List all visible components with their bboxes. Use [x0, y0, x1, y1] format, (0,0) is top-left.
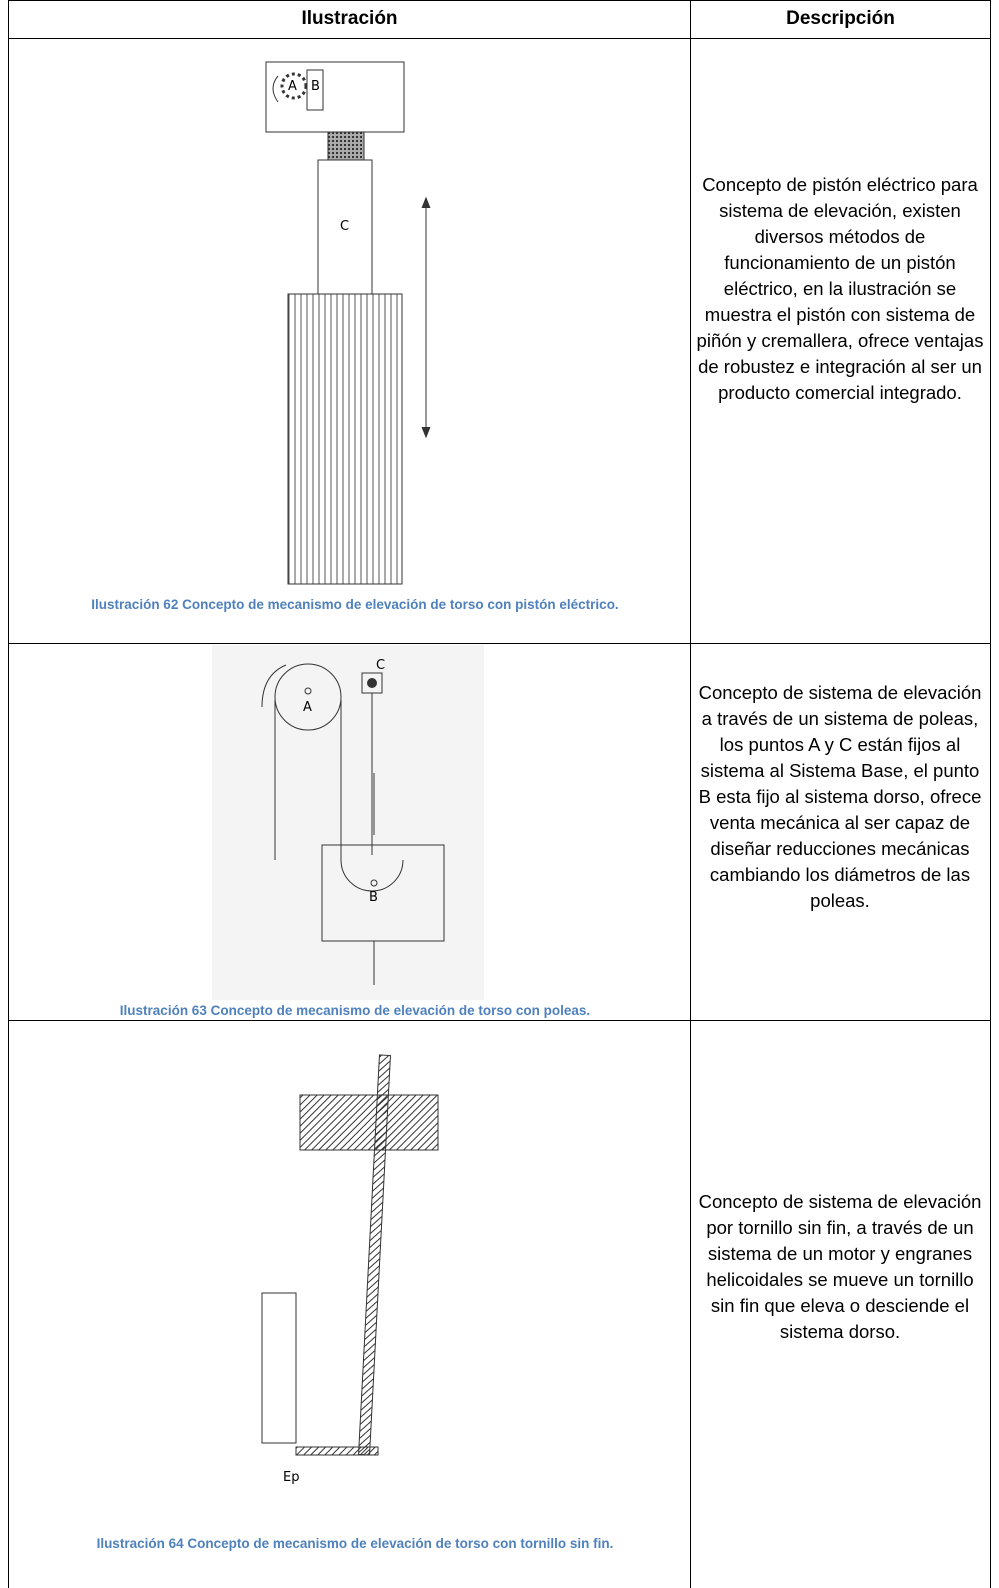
description: Concepto de sistema de elevación por tor… — [698, 1191, 982, 1342]
header: Descripción — [786, 8, 895, 29]
sketch: A B C — [265, 61, 431, 585]
border — [8, 0, 9, 1588]
border — [990, 0, 991, 1588]
header: Ilustración — [301, 8, 398, 29]
caption: Ilustración 62 Concepto de mecanismo de … — [91, 597, 619, 612]
description: Concepto de pistón eléctrico para sistem… — [696, 174, 984, 403]
border — [8, 38, 991, 39]
border — [8, 1020, 991, 1021]
sketch: Ep — [261, 1054, 439, 1485]
sketch-label: C — [376, 658, 385, 673]
sketch-label: C — [340, 219, 349, 234]
sketch: A C B — [212, 645, 484, 1000]
border — [690, 0, 691, 1588]
sketch-label: B — [369, 890, 378, 905]
border — [8, 0, 991, 1]
caption: Ilustración 63 Concepto de mecanismo de … — [119, 1003, 591, 1018]
description: Concepto de sistema de elevación a travé… — [698, 682, 982, 911]
caption: Ilustración 64 Concepto de mecanismo de … — [96, 1536, 614, 1551]
border — [8, 643, 991, 644]
sketch-label: A — [288, 79, 297, 94]
sketch-label: Ep — [283, 1470, 299, 1485]
sketch-label: B — [311, 79, 320, 94]
sketch-label: A — [303, 700, 312, 715]
